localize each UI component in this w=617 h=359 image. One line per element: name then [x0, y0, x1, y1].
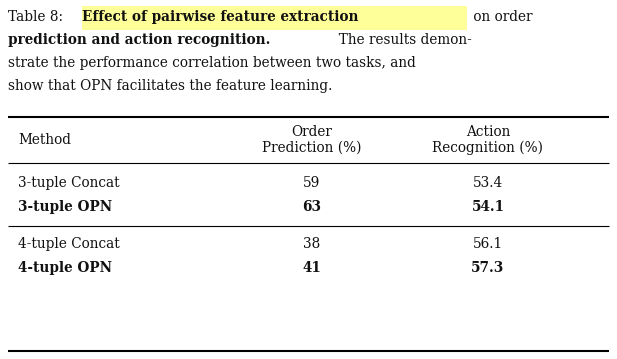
- Text: 4-tuple Concat: 4-tuple Concat: [18, 237, 120, 251]
- Text: Action
Recognition (%): Action Recognition (%): [433, 125, 544, 155]
- Text: 41: 41: [302, 261, 321, 275]
- Text: Order
Prediction (%): Order Prediction (%): [262, 125, 362, 155]
- Text: 3-tuple Concat: 3-tuple Concat: [18, 176, 120, 190]
- Text: 54.1: 54.1: [471, 200, 505, 214]
- Bar: [82, 6, 467, 30]
- Text: 38: 38: [304, 237, 321, 251]
- Text: 4-tuple OPN: 4-tuple OPN: [18, 261, 112, 275]
- Text: 56.1: 56.1: [473, 237, 503, 251]
- Text: The results demon-: The results demon-: [330, 33, 472, 47]
- Text: Table 8:: Table 8:: [8, 10, 72, 24]
- Text: on order: on order: [469, 10, 532, 24]
- Text: 57.3: 57.3: [471, 261, 505, 275]
- Text: Effect of pairwise feature extraction: Effect of pairwise feature extraction: [82, 10, 358, 24]
- Text: 53.4: 53.4: [473, 176, 503, 190]
- Text: 59: 59: [304, 176, 321, 190]
- Text: strate the performance correlation between two tasks, and: strate the performance correlation betwe…: [8, 56, 416, 70]
- Text: 3-tuple OPN: 3-tuple OPN: [18, 200, 112, 214]
- Text: 63: 63: [302, 200, 321, 214]
- Text: prediction and action recognition.: prediction and action recognition.: [8, 33, 270, 47]
- Text: show that OPN facilitates the feature learning.: show that OPN facilitates the feature le…: [8, 79, 333, 93]
- Text: Method: Method: [18, 133, 71, 147]
